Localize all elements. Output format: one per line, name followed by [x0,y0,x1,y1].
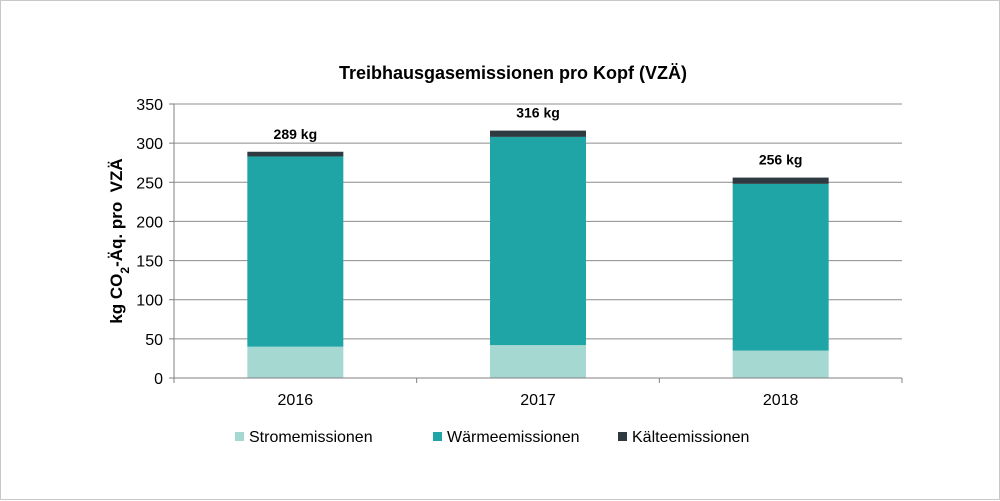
y-tick-label: 200 [136,214,163,231]
y-axis-label-suffix: -Äq. pro VZÄ [107,158,126,267]
bar-segment-stromemissionen [490,345,586,378]
y-tick-label: 100 [136,293,163,310]
bar-segment-kälteemissionen [490,130,586,137]
bars [247,130,829,378]
legend-label: Kälteemissionen [632,429,749,446]
bar-segment-kälteemissionen [247,151,344,157]
axes [169,103,903,383]
y-tick-label: 150 [136,254,163,271]
total-label: 316 kg [516,105,560,121]
y-axis-label: kg CO2-Äq. pro VZÄ [107,158,132,323]
y-axis-label-subscript: 2 [118,267,132,274]
y-tick-labels: 0 50 100 150 200 250 300 350 [136,97,163,388]
x-tick-label: 2018 [763,392,799,409]
bar-segment-stromemissionen [247,346,344,378]
legend-swatch [433,432,442,441]
legend-swatch [235,432,244,441]
y-tick-label: 250 [136,175,163,192]
x-tick-label: 2017 [520,392,556,409]
total-label: 289 kg [274,126,318,142]
bar-segment-wärmeemissionen [247,156,344,347]
legend: Stromemissionen Wärmeemissionen Kälteemiss… [235,429,749,446]
bar-segment-wärmeemissionen [732,183,829,351]
legend-label: Stromemissionen [249,429,373,446]
legend-swatch [618,432,627,441]
total-labels: 289 kg 316 kg 256 kg [274,105,803,168]
x-tick-labels: 2016 2017 2018 [278,392,799,409]
chart-title: Treibhausgasemissionen pro Kopf (VZÄ) [339,63,687,83]
bar-segment-wärmeemissionen [490,136,586,346]
bar-segment-kälteemissionen [732,177,829,184]
total-label: 256 kg [759,152,803,168]
y-tick-label: 300 [136,136,163,153]
x-tick-label: 2016 [278,392,314,409]
y-tick-label: 50 [145,332,163,349]
bar-segment-stromemissionen [732,350,829,378]
y-tick-label: 350 [136,97,163,114]
legend-label: Wärmeemissionen [447,429,579,446]
y-axis-label-prefix: kg CO [107,274,126,324]
y-tick-label: 0 [154,371,163,388]
